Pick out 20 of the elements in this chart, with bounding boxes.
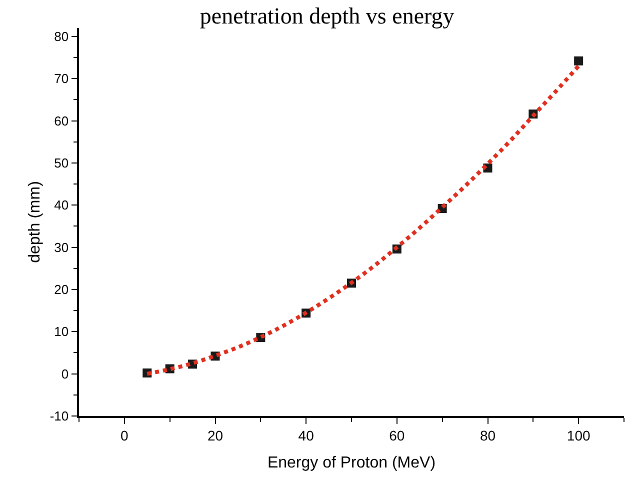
x-tick-label: 40 [298, 428, 314, 444]
y-tick-label: 50 [54, 156, 69, 171]
x-tick-label: 20 [207, 428, 224, 444]
y-tick-label: 70 [54, 71, 69, 86]
point [574, 56, 584, 66]
y-tick-label: 30 [54, 240, 69, 255]
y-tick-label: 10 [54, 324, 69, 340]
y-axis-title: depth (mm) [26, 181, 44, 263]
x-tick-label: 60 [389, 428, 405, 444]
y-tick-label: 80 [54, 28, 69, 44]
y-tick-label: 60 [54, 113, 69, 128]
chart-title: penetration depth vs energy [200, 3, 455, 28]
x-tick-label: 80 [480, 428, 496, 444]
y-tick-label: 40 [54, 198, 69, 213]
x-tick-label: 100 [566, 428, 590, 444]
y-tick-label: 0 [61, 366, 69, 382]
y-tick-label: 20 [54, 282, 69, 298]
x-tick-label: 0 [120, 428, 129, 444]
y-tick-label: -10 [50, 408, 69, 424]
x-axis-title: Energy of Proton (MeV) [267, 454, 436, 472]
